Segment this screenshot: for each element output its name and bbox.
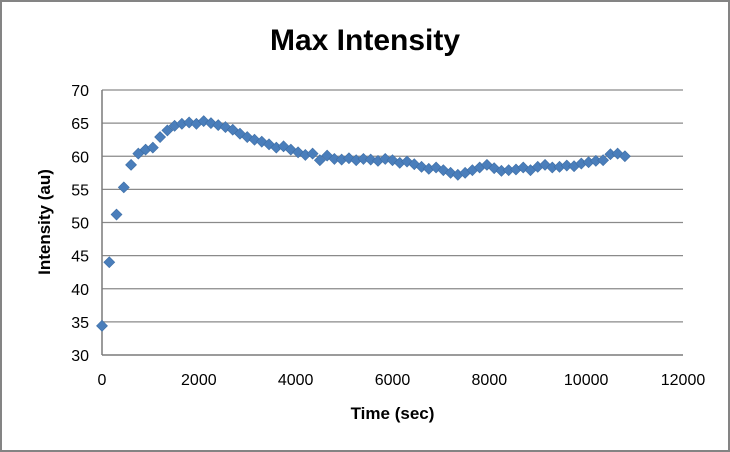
data-point-marker — [205, 117, 217, 130]
x-tick-label: 6000 — [375, 372, 411, 389]
x-tick-label: 12000 — [661, 372, 706, 389]
data-point-marker — [560, 159, 573, 172]
data-point-marker — [110, 208, 123, 221]
data-point-marker — [277, 140, 290, 153]
data-point-marker — [364, 153, 377, 166]
data-point-marker — [539, 158, 551, 171]
data-point-marker — [96, 319, 108, 332]
x-tick-label: 10000 — [564, 372, 609, 389]
y-tick-label: 60 — [71, 149, 89, 166]
data-point-marker — [125, 158, 137, 171]
data-point-marker — [597, 154, 610, 167]
data-point-marker — [234, 127, 246, 140]
data-point-marker — [263, 138, 275, 151]
data-point-marker — [103, 256, 116, 269]
data-point-marker — [408, 158, 421, 171]
x-tick-label: 0 — [98, 372, 107, 389]
data-point-marker — [611, 147, 624, 160]
y-tick-label: 40 — [71, 282, 89, 299]
data-point-marker — [343, 152, 355, 165]
data-point-marker — [183, 116, 196, 129]
data-point-marker — [480, 158, 493, 171]
chart-title: Max Intensity — [269, 24, 461, 57]
y-tick-label: 55 — [71, 182, 89, 199]
x-tick-label: 2000 — [181, 372, 217, 389]
data-point-marker — [117, 181, 130, 194]
data-point-marker — [444, 166, 457, 179]
data-point-marker — [357, 152, 370, 165]
data-point-marker — [313, 154, 326, 167]
data-point-marker — [306, 147, 319, 160]
data-point-marker — [618, 150, 631, 163]
data-point-marker — [212, 119, 225, 132]
x-axis-title: Time (sec) — [350, 404, 435, 423]
data-point-marker — [161, 124, 174, 137]
data-point-marker — [241, 131, 254, 143]
y-tick-label: 45 — [71, 249, 89, 266]
data-point-marker — [154, 131, 167, 143]
x-tick-label: 4000 — [278, 372, 314, 389]
data-point-marker — [328, 152, 341, 165]
y-tick-label: 65 — [71, 116, 89, 133]
data-point-marker — [379, 152, 392, 165]
data-point-marker — [248, 133, 261, 146]
y-tick-label: 50 — [71, 216, 89, 233]
y-tick-label: 30 — [71, 348, 89, 365]
x-tick-label: 8000 — [472, 372, 508, 389]
data-point-marker — [146, 141, 159, 154]
y-tick-label: 35 — [71, 315, 89, 332]
y-tick-label: 70 — [71, 83, 89, 100]
